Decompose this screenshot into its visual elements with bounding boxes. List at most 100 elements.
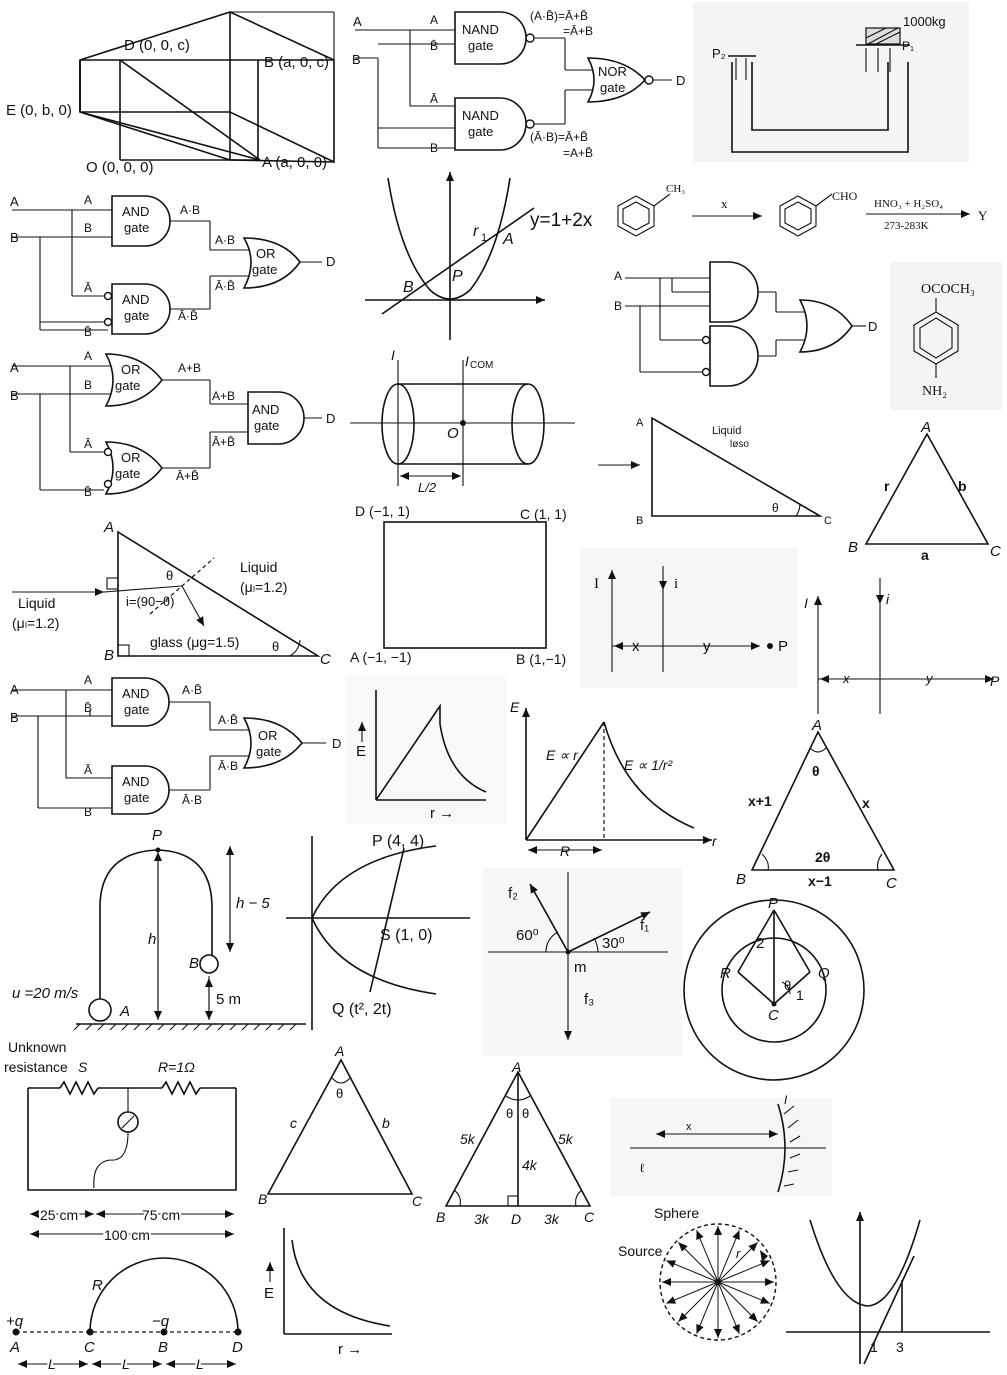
- lt-sub: løso: [730, 439, 749, 450]
- w2-i: i: [886, 591, 890, 607]
- sq-a: A (−1, −1): [350, 649, 411, 665]
- cube-label-a: A (a, 0, 0): [262, 154, 327, 171]
- tol-temp: 273-283K: [884, 220, 929, 232]
- sphere-ray: [696, 1230, 719, 1283]
- sq-b: B (1,−1): [516, 651, 566, 667]
- ao1-a2: Ā: [84, 281, 92, 295]
- cyl-i: I: [391, 347, 395, 363]
- eg2-r-big: R: [560, 843, 570, 859]
- eg2-l2: E ∝ 1/r²: [624, 757, 673, 773]
- ao2-o1: A·B̄: [182, 683, 202, 697]
- sphere-source: Sphere Source r: [618, 1205, 777, 1341]
- ac-top: OCOCH₃: [921, 282, 975, 297]
- t5-4k: 4k: [522, 1157, 538, 1173]
- oa-a2: Ā: [84, 437, 92, 451]
- prj-h5: h − 5: [236, 895, 270, 912]
- sphere-ray: [717, 1242, 758, 1283]
- tabc-c: C: [990, 543, 1001, 560]
- ao2-a2: Ā: [84, 763, 92, 777]
- cyl-o: O: [447, 425, 459, 442]
- wires-diagram-2: I i x y P: [804, 578, 1000, 714]
- cube-label-o: O (0, 0, 0): [86, 159, 154, 176]
- tol-x: x: [721, 196, 728, 211]
- ao1-o2b: Ā·B̄: [215, 279, 235, 293]
- sq-d: D (−1, 1): [355, 503, 410, 519]
- tx-b: B: [736, 871, 746, 888]
- pc-s: S (1, 0): [380, 927, 432, 944]
- sphere-ray: [678, 1242, 719, 1283]
- pr-theta2: θ: [272, 639, 279, 654]
- f-30: 30⁰: [602, 935, 625, 952]
- pr-theta1: θ: [166, 568, 173, 583]
- ac-bottom: NH₂: [922, 384, 947, 399]
- concentric-circles: P R Q C 2 1 θ: [683, 895, 865, 1081]
- cube-label-d: D (0, 0, c): [124, 37, 190, 54]
- ch-q: +q: [6, 1313, 24, 1330]
- cc-1: 1: [796, 987, 804, 1003]
- ao1-g3-l2: gate: [252, 262, 277, 277]
- ch-l3: L: [196, 1356, 204, 1372]
- ch-r: R: [92, 1277, 103, 1294]
- eg3-e: E: [264, 1285, 274, 1302]
- prj-a: A: [119, 1003, 130, 1020]
- ao2-b2: B: [84, 805, 92, 819]
- tcb-c: C: [412, 1193, 423, 1209]
- f-60: 60⁰: [516, 927, 539, 944]
- tol-ch3: CH₃: [666, 183, 685, 195]
- charges-semicircle: +q −q R A C B D L L L: [6, 1257, 243, 1374]
- pl-r1-sub: 1: [481, 232, 487, 244]
- oa-o1: A+B: [178, 361, 201, 375]
- ch-c: C: [84, 1339, 95, 1356]
- ch-a: A: [9, 1339, 20, 1356]
- mb-resistance: resistance: [4, 1059, 68, 1075]
- pl-b: B: [403, 279, 414, 296]
- ao1-g3-l1: OR: [256, 246, 276, 261]
- w2-p: P: [990, 673, 1000, 689]
- prj-p: P: [152, 827, 162, 844]
- ao1-g2-l1: AND: [122, 292, 149, 307]
- t5-d: D: [511, 1211, 521, 1227]
- ao2-in-b: B: [10, 710, 19, 725]
- tabc-side-r: r: [884, 478, 890, 494]
- parabola-line-graph: y=1+2x r 1 A B P: [365, 172, 593, 340]
- tx-s1: x+1: [748, 793, 772, 809]
- sphere-ray: [678, 1281, 719, 1322]
- parabola-tangent-graph: 1 3: [786, 1212, 990, 1365]
- cyl-icom-sub: COM: [470, 360, 493, 371]
- tx-base: x−1: [808, 873, 832, 889]
- pl-p: P: [452, 268, 463, 285]
- nn-b2: B: [430, 141, 438, 155]
- w1-x: x: [632, 638, 640, 655]
- tcb-b: B: [258, 1191, 267, 1207]
- sph-source: Source: [618, 1243, 663, 1259]
- mr-x: x: [686, 1121, 692, 1133]
- mb-75: 75 cm: [142, 1207, 180, 1223]
- nn-nand1-l1: NAND: [462, 22, 499, 37]
- mirror-diagram: x I ℓ: [610, 1093, 832, 1196]
- prj-b: B: [189, 955, 199, 972]
- oa-g1-l1: OR: [121, 362, 141, 377]
- t5-a: A: [511, 1059, 521, 1075]
- sphere-ray: [717, 1260, 770, 1283]
- lt-c: C: [824, 515, 832, 527]
- pr-liq-l: Liquid: [18, 595, 55, 611]
- tol-y: Y: [978, 208, 988, 223]
- cyl-icom: I: [465, 353, 469, 369]
- nn-in-a: A: [353, 14, 362, 29]
- sph-sphere: Sphere: [654, 1205, 699, 1221]
- oa-in-a: A: [10, 360, 19, 375]
- sphere-ray: [717, 1281, 770, 1304]
- projectile-diagram: P h h − 5 B u =20 m/s A 5 m: [12, 827, 306, 1031]
- sphere-ray: [717, 1281, 758, 1322]
- oa-o1b: A+B: [212, 389, 235, 403]
- pt-3: 3: [896, 1339, 904, 1355]
- cylinder-diagram: I I COM O L/2: [350, 347, 575, 495]
- liquid-triangle: A B C Liquid løso θ: [598, 416, 832, 527]
- ao2-g1-l1: AND: [122, 686, 149, 701]
- sphere-ray: [717, 1281, 740, 1334]
- nn-b1: B̄: [430, 39, 438, 53]
- mb-unknown: Unknown: [8, 1039, 66, 1055]
- f-f1: f₁: [640, 917, 649, 934]
- cc-r: R: [720, 965, 731, 982]
